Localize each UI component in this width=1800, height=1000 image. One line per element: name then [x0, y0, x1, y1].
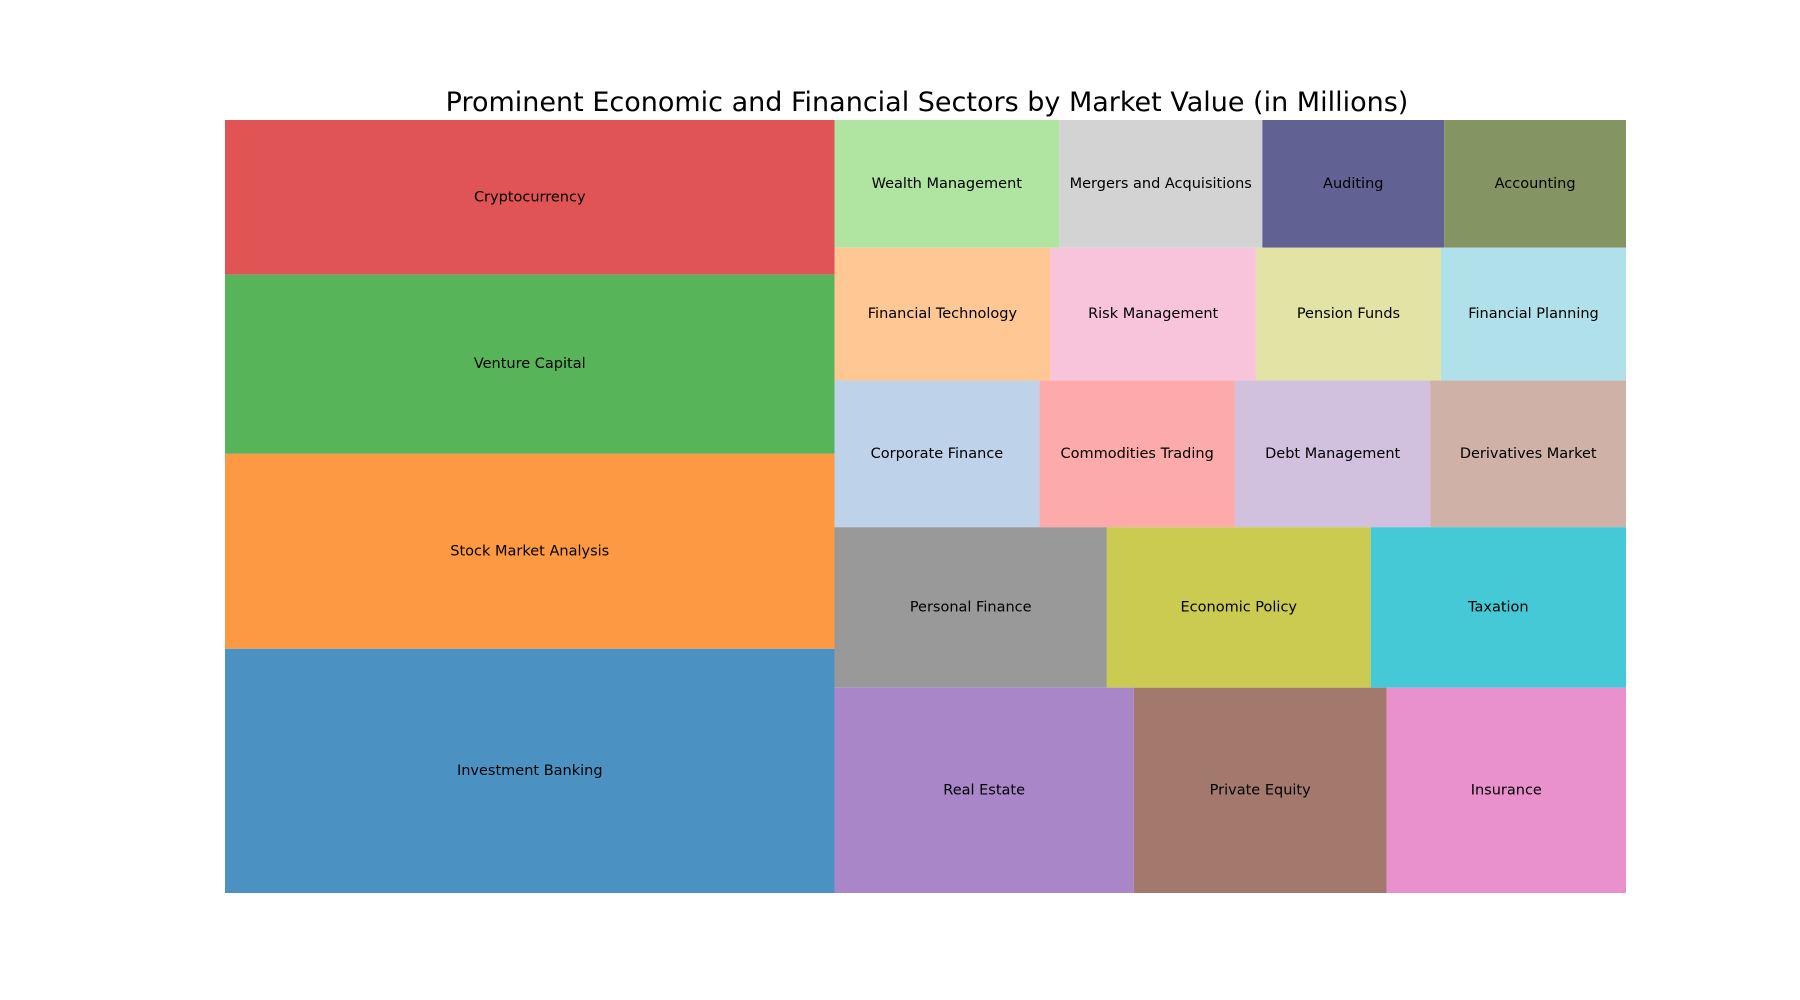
treemap-cell-risk-management [1050, 247, 1256, 381]
treemap-label-derivatives-market: Derivatives Market [1460, 446, 1597, 462]
treemap-cell-venture-capital [225, 274, 835, 454]
treemap-cell-derivatives-market [1430, 380, 1626, 528]
treemap-cell-auditing [1262, 120, 1445, 248]
treemap-cell-taxation [1370, 527, 1626, 688]
treemap-label-wealth-management: Wealth Management [872, 176, 1023, 192]
treemap-cells: Cryptocurrency Venture Capital Stock Marke… [225, 120, 1626, 893]
chart-title: Prominent Economic and Financial Sectors… [446, 87, 1409, 118]
treemap-label-financial-technology: Financial Technology [868, 306, 1018, 322]
treemap-label-taxation: Taxation [1467, 599, 1529, 615]
treemap-label-debt-management: Debt Management [1265, 446, 1400, 462]
treemap-label-risk-management: Risk Management [1088, 306, 1218, 322]
treemap-cell-pension-funds [1255, 247, 1441, 381]
treemap-cell-real-estate [834, 687, 1134, 893]
treemap-label-auditing: Auditing [1323, 176, 1383, 192]
treemap-cell-cryptocurrency [225, 120, 835, 275]
treemap-label-financial-planning: Financial Planning [1468, 306, 1599, 322]
treemap-label-pension-funds: Pension Funds [1297, 306, 1400, 322]
treemap-label-venture-capital: Venture Capital [474, 356, 586, 372]
treemap-cell-personal-finance [834, 527, 1107, 688]
treemap-label-private-equity: Private Equity [1210, 782, 1311, 798]
treemap-cell-investment-banking [225, 648, 835, 893]
treemap-cell-financial-technology [834, 247, 1051, 381]
treemap-cell-accounting [1444, 120, 1626, 248]
treemap-cell-private-equity [1133, 687, 1387, 893]
treemap-label-mergers-and-acquisitions: Mergers and Acquisitions [1070, 176, 1252, 192]
treemap-cell-insurance [1386, 687, 1626, 893]
treemap-cell-corporate-finance [834, 380, 1040, 528]
treemap-cell-debt-management [1234, 380, 1431, 528]
treemap-cell-financial-planning [1440, 247, 1626, 381]
treemap-label-commodities-trading: Commodities Trading [1060, 446, 1213, 462]
treemap-label-accounting: Accounting [1495, 176, 1576, 192]
treemap-label-real-estate: Real Estate [943, 782, 1025, 798]
treemap-cell-commodities-trading [1039, 380, 1235, 528]
treemap-label-corporate-finance: Corporate Finance [871, 446, 1004, 462]
treemap-label-stock-market-analysis: Stock Market Analysis [450, 543, 609, 559]
treemap-cell-economic-policy [1106, 527, 1371, 688]
treemap-label-investment-banking: Investment Banking [457, 763, 603, 779]
treemap-label-insurance: Insurance [1471, 782, 1542, 798]
treemap-label-personal-finance: Personal Finance [910, 599, 1032, 615]
treemap-label-cryptocurrency: Cryptocurrency [474, 189, 586, 205]
treemap-label-economic-policy: Economic Policy [1181, 599, 1298, 615]
treemap-cell-stock-market-analysis [225, 453, 835, 649]
treemap-cell-wealth-management [834, 120, 1060, 248]
treemap-cell-mergers-and-acquisitions [1059, 120, 1263, 248]
